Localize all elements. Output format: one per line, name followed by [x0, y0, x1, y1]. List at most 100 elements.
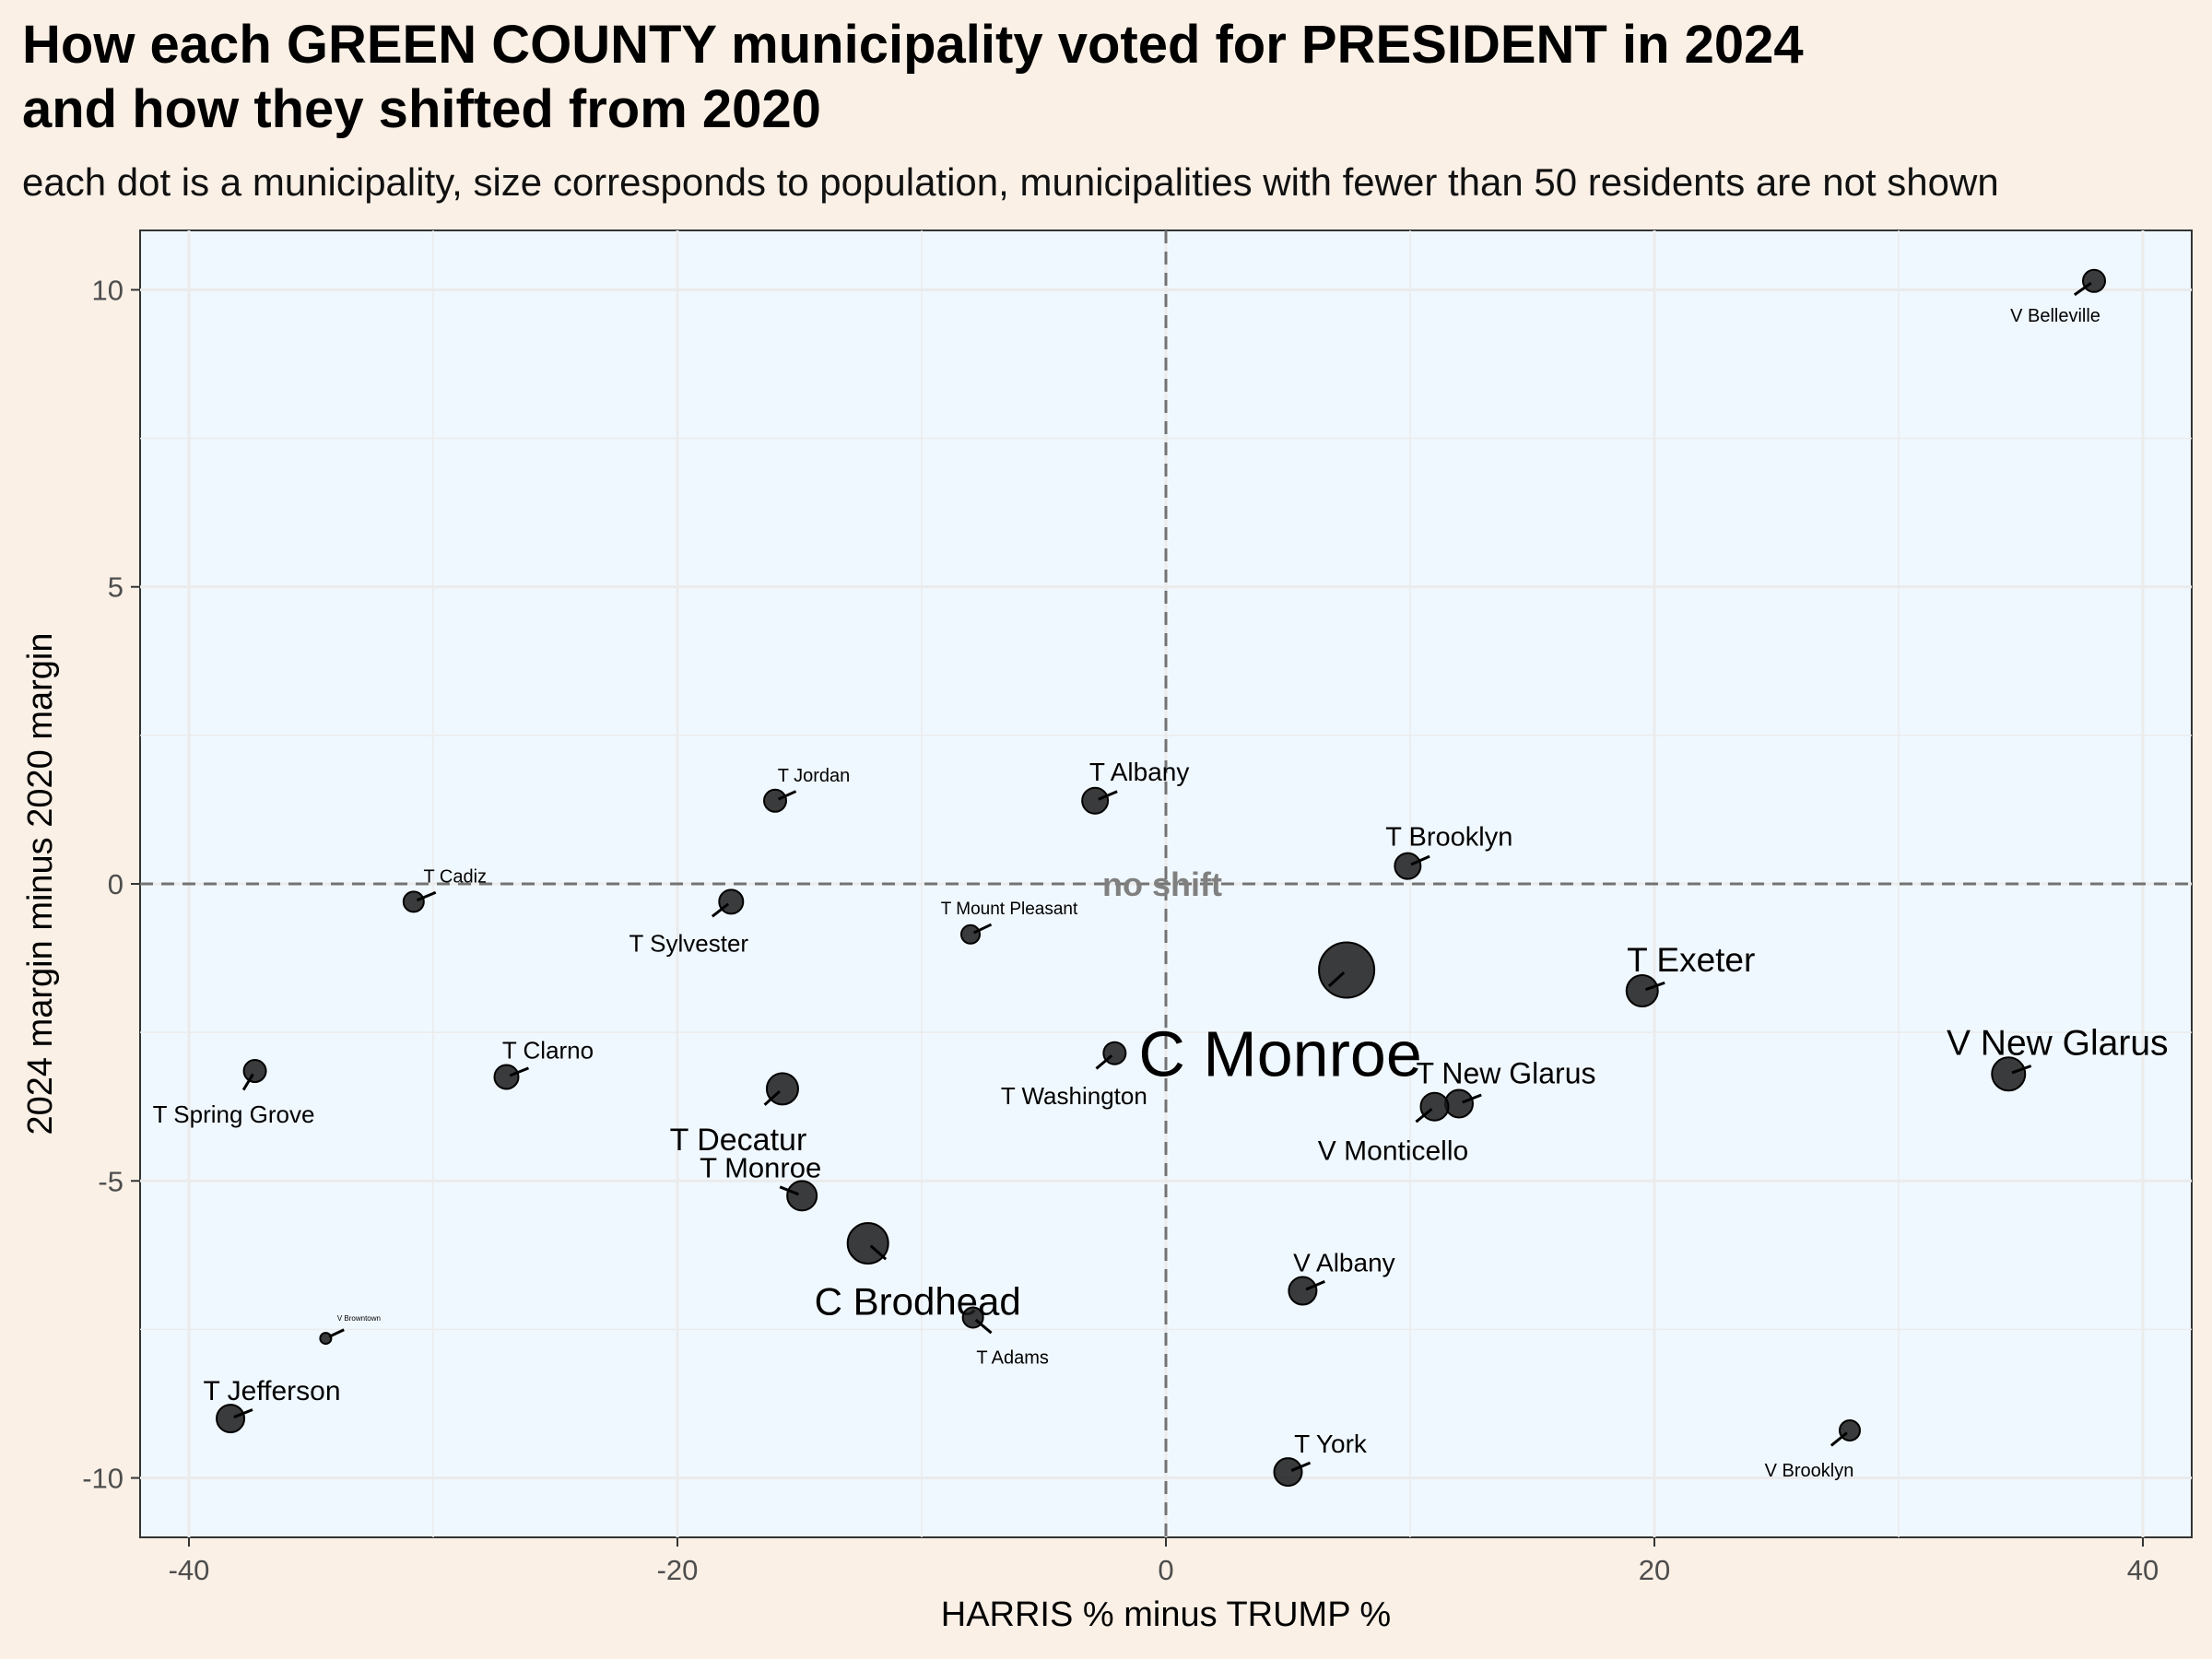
point-t-york: T York — [1273, 1430, 1368, 1488]
y-tick-label: 0 — [108, 868, 124, 900]
scatter-point — [718, 888, 745, 915]
point-label: T Sylvester — [629, 930, 749, 958]
scatter-point — [1991, 1056, 2027, 1092]
scatter-point — [1273, 1457, 1303, 1488]
x-axis-title: HARRIS % minus TRUMP % — [941, 1595, 1391, 1634]
y-tick-label: 5 — [108, 571, 124, 604]
point-label: T Decatur — [670, 1123, 807, 1158]
point-v-browntown: V Browntown — [319, 1314, 381, 1346]
label-leader — [2011, 1065, 2032, 1075]
point-label: T Jordan — [778, 766, 851, 786]
point-c-brodhead: C Brodhead — [815, 1221, 1021, 1323]
label-leader — [1462, 1093, 1482, 1104]
point-t-cadiz: T Cadiz — [402, 866, 488, 913]
point-c-monroe: C Monroe — [1138, 941, 1422, 1089]
point-t-clarno: T Clarno — [493, 1036, 594, 1090]
point-t-exeter: T Exeter — [1625, 941, 1755, 1008]
point-label: T Monroe — [700, 1151, 821, 1183]
scatter-point — [493, 1064, 520, 1090]
scatter-point — [786, 1180, 818, 1212]
label-leader — [778, 790, 797, 801]
label-leader — [416, 890, 437, 902]
x-tick-label: 0 — [1158, 1554, 1173, 1586]
scatter-point — [1625, 974, 1659, 1008]
point-label: T Albany — [1089, 758, 1189, 786]
point-label: V Monticello — [1318, 1136, 1468, 1167]
label-leader — [711, 902, 730, 918]
chart-title: How each GREEN COUNTY municipality voted… — [22, 15, 1804, 139]
point-t-spring-grove: T Spring Grove — [153, 1059, 315, 1128]
point-label: T York — [1294, 1430, 1368, 1458]
data-points: V Belleville T Jordan T Albany T Brooklyn T … — [153, 268, 2169, 1488]
point-t-jefferson: T Jefferson — [204, 1376, 341, 1434]
label-leader — [1327, 971, 1346, 988]
label-leader — [779, 1185, 799, 1196]
point-label: V Browntown — [337, 1314, 381, 1323]
label-leader — [2073, 281, 2092, 297]
x-tick-label: -40 — [169, 1554, 210, 1586]
point-v-monticello: V Monticello — [1318, 1091, 1468, 1167]
point-label: T Exeter — [1627, 941, 1755, 979]
point-t-washington: T Washington — [1001, 1041, 1147, 1110]
x-tick-label: 20 — [1639, 1554, 1670, 1586]
scatter-point — [1288, 1276, 1318, 1306]
point-label: T Adams — [976, 1348, 1049, 1369]
point-label: T Jefferson — [204, 1376, 341, 1406]
scatter-point — [2082, 268, 2106, 293]
point-t-albany: T Albany — [1081, 758, 1189, 815]
label-leader — [972, 923, 993, 935]
y-axis-title: 2024 margin minus 2020 margin — [21, 633, 60, 1135]
label-leader — [1290, 1461, 1312, 1472]
label-leader — [1305, 1280, 1325, 1291]
point-v-belleville: V Belleville — [2010, 268, 2106, 326]
label-leader — [1095, 1054, 1113, 1070]
label-leader — [233, 1408, 253, 1418]
label-leader — [869, 1244, 888, 1261]
y-tick-label: -10 — [82, 1463, 124, 1495]
point-label: T Washington — [1001, 1082, 1147, 1110]
point-t-sylvester: T Sylvester — [629, 888, 749, 958]
y-tick-label: -5 — [98, 1165, 124, 1197]
point-label: T New Glarus — [1416, 1056, 1595, 1089]
label-leader — [328, 1328, 345, 1338]
scatter-point — [763, 788, 787, 813]
x-tick-label: -20 — [657, 1554, 699, 1586]
scatter-point — [402, 890, 425, 913]
scatter-point — [319, 1332, 333, 1346]
point-label: C Brodhead — [815, 1279, 1021, 1323]
scatter-point — [1394, 852, 1422, 880]
label-leader — [1098, 790, 1118, 801]
x-tick-label: 40 — [2127, 1554, 2159, 1586]
point-label: V Belleville — [2010, 306, 2100, 326]
point-label: T Spring Grove — [153, 1100, 315, 1128]
point-label: T Cadiz — [424, 866, 488, 887]
no-shift-label: no shift — [1102, 865, 1222, 903]
label-leader — [974, 1318, 993, 1335]
label-leader — [1415, 1108, 1433, 1124]
point-t-decatur: T Decatur — [670, 1072, 807, 1158]
point-t-monroe: T Monroe — [700, 1151, 821, 1212]
scatter-point — [960, 924, 981, 945]
point-t-new-glarus: T New Glarus — [1416, 1056, 1596, 1119]
point-label: T Clarno — [502, 1036, 594, 1064]
label-leader — [509, 1066, 530, 1077]
label-leader — [1645, 981, 1665, 992]
point-t-adams: T Adams — [961, 1306, 1049, 1369]
label-leader — [763, 1089, 781, 1106]
reference-lines: no shift — [140, 230, 2192, 1537]
label-leader — [241, 1073, 254, 1091]
point-t-brooklyn: T Brooklyn — [1385, 823, 1512, 880]
point-label: C Monroe — [1138, 1018, 1421, 1089]
point-label: V Brooklyn — [1765, 1461, 1854, 1481]
scatter-point — [242, 1059, 267, 1084]
point-label: V New Glarus — [1947, 1023, 2169, 1063]
label-leader — [1410, 854, 1430, 866]
point-t-jordan: T Jordan — [763, 766, 851, 813]
scatter-point — [216, 1404, 246, 1434]
axes: -40 -20 0 20 40 -10 -5 0 5 10 — [82, 274, 2159, 1586]
point-v-new-glarus: V New Glarus — [1947, 1023, 2169, 1092]
y-tick-label: 10 — [92, 274, 124, 306]
point-label: T Brooklyn — [1385, 823, 1512, 853]
